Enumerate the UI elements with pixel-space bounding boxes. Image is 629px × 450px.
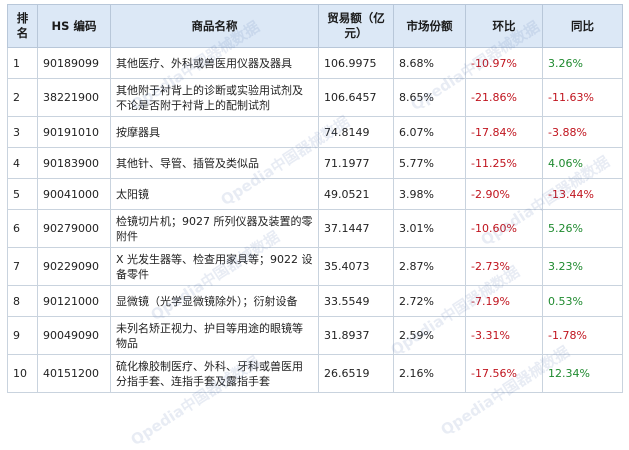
cell-code: 40151200 — [37, 354, 111, 393]
cell-value: 26.6519 — [318, 354, 394, 393]
header-name: 商品名称 — [110, 4, 319, 48]
cell-yoy: -1.78% — [542, 316, 623, 355]
cell-share: 3.01% — [393, 209, 466, 248]
trade-table: 排名 HS 编码 商品名称 贸易额（亿元） 市场份额 环比 同比 1 901890… — [7, 4, 623, 393]
cell-mom: -11.25% — [465, 147, 543, 179]
header-row: 排名 HS 编码 商品名称 贸易额（亿元） 市场份额 环比 同比 — [7, 4, 623, 48]
cell-yoy: 5.26% — [542, 209, 623, 248]
table-container: 排名 HS 编码 商品名称 贸易额（亿元） 市场份额 环比 同比 1 901890… — [7, 4, 623, 449]
cell-share: 2.59% — [393, 316, 466, 355]
cell-name: 硫化橡胶制医疗、外科、牙科或兽医用分指手套、连指手套及露指手套 — [110, 354, 319, 393]
cell-rank: 3 — [7, 116, 38, 148]
cell-value: 37.1447 — [318, 209, 394, 248]
cell-yoy: 12.34% — [542, 354, 623, 393]
cell-share: 2.16% — [393, 354, 466, 393]
cell-value: 106.6457 — [318, 78, 394, 117]
cell-code: 90189099 — [37, 47, 111, 79]
cell-code: 90121000 — [37, 285, 111, 317]
cell-share: 3.98% — [393, 178, 466, 210]
table-row: 4 90183900 其他针、导管、插管及类似品 71.1977 5.77% -11.25… — [7, 147, 623, 179]
table-row: 3 90191010 按摩器具 74.8149 6.07% -17.84% -3.88% — [7, 116, 623, 148]
cell-name: 其他医疗、外科或兽医用仪器及器具 — [110, 47, 319, 79]
cell-rank: 6 — [7, 209, 38, 248]
cell-share: 8.68% — [393, 47, 466, 79]
cell-code: 90279000 — [37, 209, 111, 248]
header-value: 贸易额（亿元） — [318, 4, 394, 48]
cell-share: 8.65% — [393, 78, 466, 117]
header-share: 市场份额 — [393, 4, 466, 48]
table-row: 7 90229090 X 光发生器等、检查用家具等；9022 设备零件 35.4073… — [7, 247, 623, 286]
cell-rank: 4 — [7, 147, 38, 179]
cell-rank: 1 — [7, 47, 38, 79]
cell-value: 71.1977 — [318, 147, 394, 179]
cell-name: 太阳镜 — [110, 178, 319, 210]
cell-mom: -3.31% — [465, 316, 543, 355]
cell-mom: -2.90% — [465, 178, 543, 210]
table-row: 9 90049090 未列名矫正视力、护目等用途的眼镜等物品 31.8937 2.59%… — [7, 316, 623, 355]
cell-rank: 9 — [7, 316, 38, 355]
cell-value: 33.5549 — [318, 285, 394, 317]
cell-share: 5.77% — [393, 147, 466, 179]
header-yoy: 同比 — [542, 4, 623, 48]
cell-yoy: 0.53% — [542, 285, 623, 317]
cell-code: 90049090 — [37, 316, 111, 355]
table-row: 8 90121000 显微镜（光学显微镜除外）；衍射设备 33.5549 2.72% -7… — [7, 285, 623, 317]
cell-code: 90191010 — [37, 116, 111, 148]
cell-name: X 光发生器等、检查用家具等；9022 设备零件 — [110, 247, 319, 286]
cell-rank: 8 — [7, 285, 38, 317]
cell-yoy: -3.88% — [542, 116, 623, 148]
cell-code: 90041000 — [37, 178, 111, 210]
cell-rank: 10 — [7, 354, 38, 393]
cell-mom: -10.60% — [465, 209, 543, 248]
table-body: 1 90189099 其他医疗、外科或兽医用仪器及器具 106.9975 8.68% -1… — [7, 47, 623, 393]
cell-yoy: 3.23% — [542, 247, 623, 286]
table-row: 1 90189099 其他医疗、外科或兽医用仪器及器具 106.9975 8.68% -1… — [7, 47, 623, 79]
cell-value: 35.4073 — [318, 247, 394, 286]
cell-mom: -2.73% — [465, 247, 543, 286]
cell-code: 38221900 — [37, 78, 111, 117]
cell-value: 106.9975 — [318, 47, 394, 79]
cell-yoy: -11.63% — [542, 78, 623, 117]
table-row: 5 90041000 太阳镜 49.0521 3.98% -2.90% -13.44% — [7, 178, 623, 210]
cell-share: 2.72% — [393, 285, 466, 317]
cell-rank: 2 — [7, 78, 38, 117]
cell-name: 检镜切片机；9027 所列仪器及装置的零附件 — [110, 209, 319, 248]
cell-rank: 7 — [7, 247, 38, 286]
cell-code: 90183900 — [37, 147, 111, 179]
cell-code: 90229090 — [37, 247, 111, 286]
cell-mom: -7.19% — [465, 285, 543, 317]
cell-name: 按摩器具 — [110, 116, 319, 148]
cell-name: 其他针、导管、插管及类似品 — [110, 147, 319, 179]
cell-mom: -21.86% — [465, 78, 543, 117]
cell-mom: -10.97% — [465, 47, 543, 79]
cell-value: 74.8149 — [318, 116, 394, 148]
cell-yoy: 3.26% — [542, 47, 623, 79]
cell-name: 其他附于衬背上的诊断或实验用试剂及不论是否附于衬背上的配制试剂 — [110, 78, 319, 117]
cell-name: 未列名矫正视力、护目等用途的眼镜等物品 — [110, 316, 319, 355]
cell-mom: -17.84% — [465, 116, 543, 148]
header-rank: 排名 — [7, 4, 38, 48]
cell-share: 2.87% — [393, 247, 466, 286]
cell-share: 6.07% — [393, 116, 466, 148]
cell-name: 显微镜（光学显微镜除外）；衍射设备 — [110, 285, 319, 317]
table-row: 2 38221900 其他附于衬背上的诊断或实验用试剂及不论是否附于衬背上的配制试剂… — [7, 78, 623, 117]
header-mom: 环比 — [465, 4, 543, 48]
cell-value: 49.0521 — [318, 178, 394, 210]
cell-rank: 5 — [7, 178, 38, 210]
table-row: 6 90279000 检镜切片机；9027 所列仪器及装置的零附件 37.1447 3.… — [7, 209, 623, 248]
cell-yoy: 4.06% — [542, 147, 623, 179]
table-row: 10 40151200 硫化橡胶制医疗、外科、牙科或兽医用分指手套、连指手套及露指手… — [7, 354, 623, 393]
cell-mom: -17.56% — [465, 354, 543, 393]
header-code: HS 编码 — [37, 4, 111, 48]
cell-value: 31.8937 — [318, 316, 394, 355]
cell-yoy: -13.44% — [542, 178, 623, 210]
